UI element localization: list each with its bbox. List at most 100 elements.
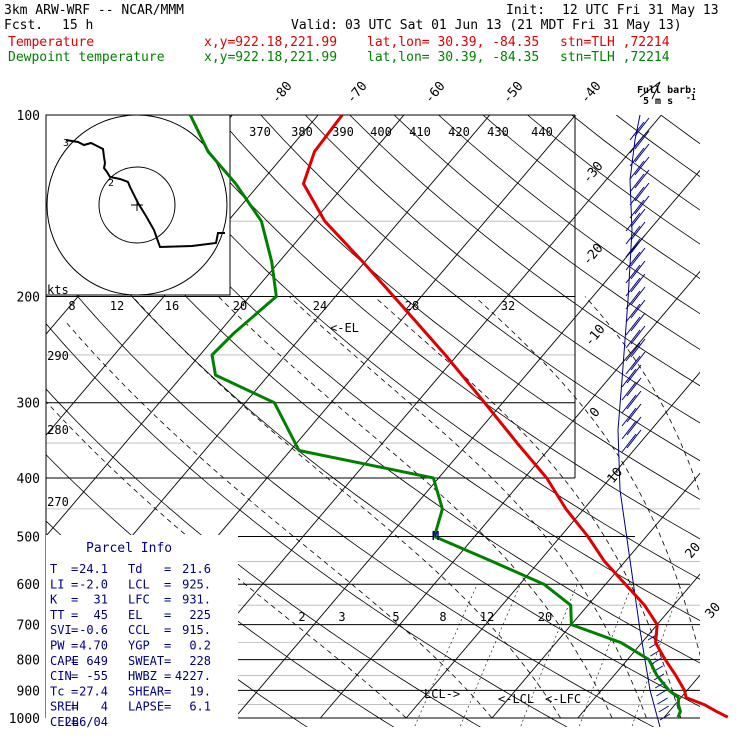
dewpoint-latlon: lat,lon= 30.39, -84.35 <box>367 50 540 65</box>
hodograph-ring-0 <box>98 166 176 244</box>
lfc-annotation: <-LFC <box>545 692 581 706</box>
wind-barb-flag <box>626 403 642 423</box>
forecast-hour-value: 15 h <box>62 18 94 33</box>
dry-adiabat-280 <box>46 322 568 727</box>
dry-adiabat-340 <box>171 115 700 540</box>
parcel-info-cell: TT <box>50 608 64 622</box>
forecast-hour-label: Fcst. <box>4 18 44 33</box>
wind-barb-flag <box>621 381 637 401</box>
wind-barb-flag <box>625 225 641 245</box>
parcel-info-cell: = <box>71 654 78 668</box>
wind-barb-low <box>657 697 668 705</box>
pressure-tick-label-100: 100 <box>17 109 40 124</box>
moist-adiabat-26 <box>474 296 700 657</box>
theta-label-8: 290 <box>47 349 69 363</box>
parcel-info-cell: LI <box>50 577 64 591</box>
parcel-info-cell: = <box>71 700 78 714</box>
isotherm-label-11: 30 <box>703 600 725 622</box>
mixing-ratio-label-0: 2 <box>298 610 305 624</box>
parcel-info-cell: -55 <box>86 669 108 683</box>
barb-legend-value: 5 m s <box>643 96 673 107</box>
parcel-info-cell: PW <box>50 639 65 653</box>
wind-barb-flag <box>634 195 650 215</box>
wind-barb-flag <box>621 394 637 414</box>
parcel-info-cell: = <box>164 639 171 653</box>
dry-adiabat-310 <box>46 125 700 664</box>
wind-barb-flag <box>626 429 642 449</box>
moist-adiabat-0 <box>65 321 493 719</box>
pressure-tick-label-900: 900 <box>17 684 40 699</box>
wind-barb-flag <box>625 316 641 336</box>
parcel-info-cell: YGP <box>128 639 150 653</box>
moist-adiabat-14 <box>218 296 613 719</box>
dry-adiabat-400 <box>438 115 700 315</box>
isotherm--20 <box>320 270 700 719</box>
hodograph-trace <box>65 139 225 249</box>
parcel-info-cell: = <box>164 684 171 698</box>
wind-barb-flag <box>629 134 645 154</box>
parcel-info-cell: 225 <box>189 608 211 622</box>
dry-adiabat-450 <box>660 115 700 145</box>
isotherm-label-4: -40 <box>578 79 605 107</box>
lcl-right-annotation: <-LCL <box>498 692 534 706</box>
wind-barb-staff-line <box>617 114 661 728</box>
mixing-ratio-line-3 <box>578 584 633 727</box>
wind-barb-flag <box>625 290 641 310</box>
wind-barb-flag <box>634 130 650 150</box>
parcel-info-cell: SREH <box>50 700 79 714</box>
dry-adiabat-370 <box>305 115 700 424</box>
wind-barb-flag <box>621 407 637 427</box>
parcel-info-cell: = <box>164 654 171 668</box>
parcel-info-cell: CELL <box>50 715 79 729</box>
wind-barb-flag <box>625 264 641 284</box>
wind-barb-flag <box>629 147 645 167</box>
pressure-tick-label-500: 500 <box>17 530 40 545</box>
wind-barb-flag <box>630 273 646 293</box>
mixing-ratio-label-5: 20 <box>538 610 552 624</box>
wind-barb-flag <box>634 169 650 189</box>
dewpoint-profile-line <box>188 114 682 718</box>
parcel-info-cell: = <box>164 608 171 622</box>
wind-barb-flag <box>625 342 641 362</box>
theta-label-4: 410 <box>409 125 431 139</box>
parcel-info-cell: 228 <box>189 654 211 668</box>
sounding-profiles: <-EL M LCL-> <-LCL <-LFC <box>188 114 729 719</box>
parcel-info-cell: = <box>71 715 78 729</box>
pressure-tick-label-600: 600 <box>17 578 40 593</box>
pressure-tick-label-300: 300 <box>17 397 40 412</box>
dry-adiabat-360 <box>260 115 700 462</box>
pressure-tick-label-1000: 1000 <box>9 712 40 727</box>
dry-adiabat-380 <box>349 115 700 387</box>
wind-barb-flag <box>626 390 642 410</box>
hodograph-ring-label-4: 24 <box>313 299 327 313</box>
dry-adiabat-300 <box>46 191 700 707</box>
pressure-tick-label-800: 800 <box>17 654 40 669</box>
parcel-info-cell: 45 <box>94 608 108 622</box>
isotherm-label-9: 10 <box>605 465 627 487</box>
parcel-info-cell: 27.4 <box>79 684 108 698</box>
parcel-info-cell: SHEAR <box>128 684 165 698</box>
parcel-info-cell: = <box>164 623 171 637</box>
mixing-ratio-line-4 <box>631 584 682 727</box>
parcel-info-cell: = <box>71 562 78 576</box>
wind-barb-flag <box>630 234 646 254</box>
parcel-info-cell: T <box>50 562 57 576</box>
wind-barb-flag <box>629 199 645 219</box>
wind-barb-flag <box>629 160 645 180</box>
parcel-info-cell: = <box>164 669 171 683</box>
parcel-info-cell: -2.0 <box>79 577 108 591</box>
moist-adiabat-22 <box>373 296 682 719</box>
isotherm-label-2: -60 <box>422 79 449 107</box>
parcel-info-cell: 0.2 <box>189 639 211 653</box>
dewpoint-xy: x,y=922.18,221.99 <box>204 50 338 65</box>
lcl-left-annotation: LCL-> <box>424 687 460 701</box>
wind-barb-flag <box>629 186 645 206</box>
wind-barb-flag <box>630 247 646 267</box>
theta-label-3: 400 <box>370 125 392 139</box>
parcel-info-cell: 4.70 <box>79 639 108 653</box>
parcel-info-cell: CIN <box>50 669 72 683</box>
wind-barb-low <box>659 713 671 721</box>
wind-barb-flag <box>625 212 641 232</box>
